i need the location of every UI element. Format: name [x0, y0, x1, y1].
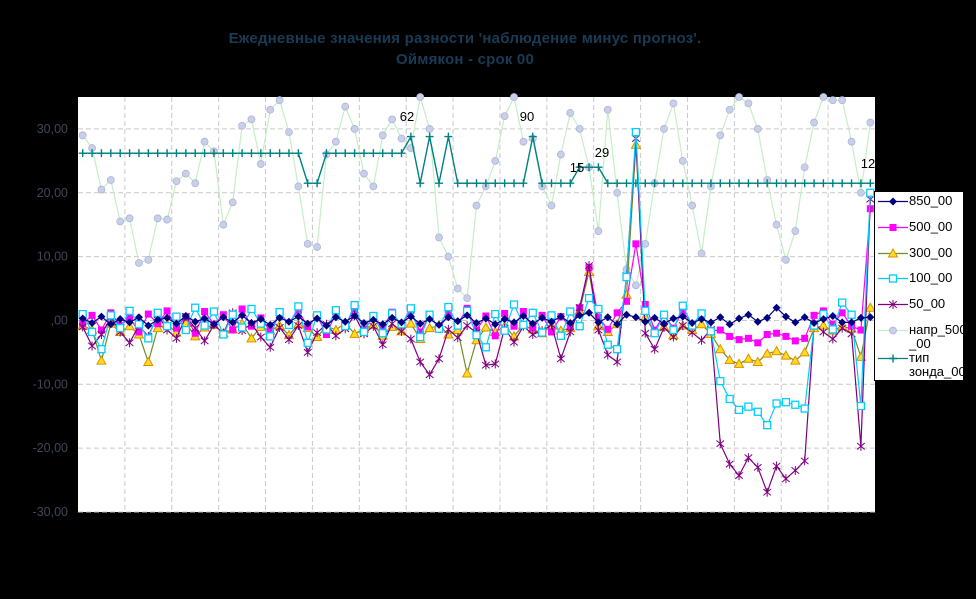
- legend-marker-тип зонда_00-icon: [878, 354, 908, 363]
- legend-marker-500_00-icon: [878, 223, 908, 231]
- legend-item-тип зонда_00: тип зонда_00: [877, 350, 966, 380]
- legend: 850_00 500_00 300_00 100_00 50_00 напр_500 _0…: [874, 191, 967, 381]
- legend-marker-850_00-icon: [878, 197, 908, 206]
- data-label-90: 90: [520, 109, 534, 124]
- data-labels: 62 90 15 29 12: [400, 109, 875, 175]
- legend-marker-50_00-icon: [878, 300, 908, 309]
- legend-item-500_00: 500_00: [877, 218, 963, 246]
- legend-item-850_00: 850_00: [877, 194, 963, 220]
- chart-title-line2: Оймякон - срок 00: [395, 51, 535, 68]
- data-label-15: 15: [570, 160, 584, 175]
- y-axis-tick-label: ,00: [51, 313, 68, 327]
- legend-label-напр_500_00: напр_500 _00: [909, 321, 967, 351]
- data-label-62: 62: [400, 109, 414, 124]
- y-axis-labels: 30,00 20,00 10,00 ,00 -10,00 -20,00 -30,00: [33, 122, 69, 519]
- y-axis-tick-label: -10,00: [33, 377, 68, 391]
- plot-background: [78, 97, 875, 512]
- chart-title-line1: Ежедневные значения разности 'наблюдение…: [228, 30, 702, 47]
- legend-label-300_00: 300_00: [909, 244, 953, 260]
- legend-label-500_00: 500_00: [909, 218, 953, 234]
- series-тип зонда_00-markers: [78, 132, 875, 188]
- data-label-12: 12: [861, 156, 875, 171]
- y-axis-tick-label: -30,00: [33, 505, 68, 519]
- y-axis-tick-label: 20,00: [37, 186, 68, 200]
- legend-marker-100_00-icon: [878, 274, 908, 283]
- legend-item-300_00: 300_00: [877, 244, 963, 272]
- y-axis-tick-label: 10,00: [37, 250, 68, 264]
- legend-label-тип зонда_00: тип зонда_00: [909, 350, 966, 380]
- legend-item-напр_500_00: напр_500 _00: [877, 322, 967, 352]
- y-axis-tick-label: 30,00: [37, 122, 68, 136]
- legend-item-50_00: 50_00: [877, 297, 963, 323]
- legend-marker-напр_500_00-icon: [878, 326, 908, 335]
- legend-label-50_00: 50_00: [909, 296, 946, 311]
- legend-label-100_00: 100_00: [909, 270, 953, 286]
- legend-label-850_00: 850_00: [909, 193, 953, 208]
- y-axis-tick-label: -20,00: [33, 441, 68, 455]
- legend-item-100_00: 100_00: [877, 271, 963, 297]
- legend-marker-300_00-icon: [878, 247, 908, 257]
- series-850_00-markers: [78, 303, 875, 330]
- chart-title: Ежедневные значения разности 'наблюдение…: [0, 28, 930, 70]
- data-label-29: 29: [595, 145, 609, 160]
